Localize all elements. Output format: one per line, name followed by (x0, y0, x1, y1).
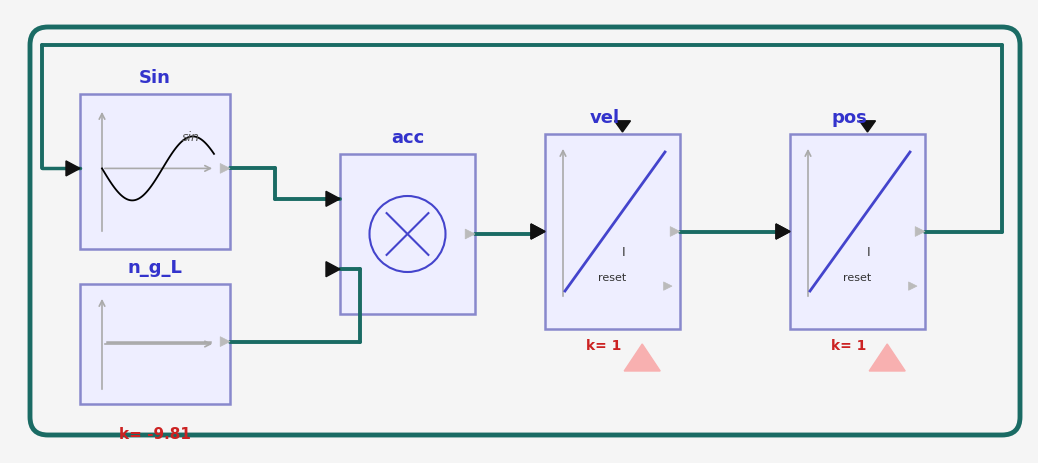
Text: reset: reset (844, 273, 872, 282)
Text: sin: sin (182, 131, 200, 144)
Polygon shape (66, 162, 80, 176)
Polygon shape (624, 344, 660, 371)
Polygon shape (663, 282, 672, 291)
Polygon shape (916, 227, 925, 237)
Text: reset: reset (598, 273, 627, 282)
Text: n_g_L: n_g_L (128, 258, 183, 276)
Polygon shape (859, 121, 875, 133)
Polygon shape (908, 282, 917, 291)
Bar (545, 135, 680, 329)
Text: I: I (867, 245, 870, 258)
Polygon shape (220, 164, 230, 174)
Bar (340, 155, 475, 314)
Polygon shape (531, 225, 545, 239)
Polygon shape (220, 337, 230, 347)
Text: acc: acc (391, 129, 425, 147)
Text: pos: pos (831, 109, 868, 127)
Polygon shape (326, 192, 340, 207)
Text: k= -9.81: k= -9.81 (119, 426, 191, 441)
Text: k= 1: k= 1 (830, 338, 866, 352)
Polygon shape (531, 225, 545, 239)
Bar (80, 95, 230, 250)
Polygon shape (869, 344, 905, 371)
Polygon shape (326, 262, 340, 277)
Polygon shape (465, 230, 475, 239)
Bar (80, 284, 230, 404)
Text: k= 1: k= 1 (585, 338, 621, 352)
Polygon shape (776, 225, 790, 239)
Text: I: I (622, 245, 625, 258)
Polygon shape (776, 225, 790, 239)
Polygon shape (614, 121, 630, 133)
Bar (790, 135, 925, 329)
Polygon shape (671, 227, 680, 237)
Text: Sin: Sin (139, 69, 171, 87)
Text: vel: vel (590, 109, 620, 127)
